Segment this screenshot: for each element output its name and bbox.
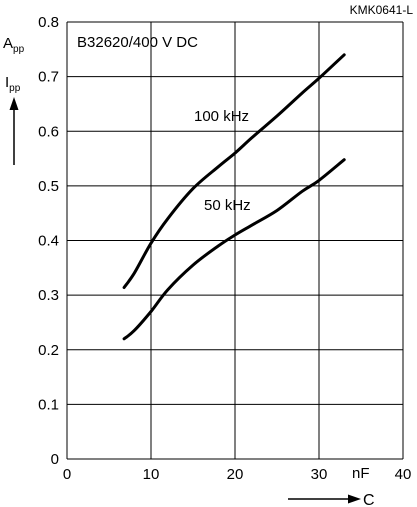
series-line [122,53,346,289]
series-label: 100 kHz [194,108,249,125]
y-tick-label: 0.4 [38,233,59,250]
grid [66,21,404,460]
x-tick-label: 10 [143,466,160,483]
x-axis-arrow-icon [288,494,361,504]
y-axis-arrow-icon [9,97,19,165]
doc-code: KMK0641-L [350,3,414,17]
y-tick-label: 0.8 [38,14,59,31]
series-layer: 100 kHz 50 kHz [122,53,346,341]
x-tick-label: 0 [63,466,71,483]
y-tick-label: 0.2 [38,342,59,359]
y-tick-label: 0.3 [38,287,59,304]
y-axis-label: Ipp [5,74,21,94]
x-unit-label: nF [352,465,370,482]
y-tick-label: 0.1 [38,396,59,413]
x-tick-label: 40 [395,466,412,483]
y-tick-label: 0 [51,451,59,468]
series-line [122,158,346,341]
series-label: 50 kHz [204,197,251,214]
y-unit-label: App [3,35,25,55]
y-tick-label: 0.7 [38,69,59,86]
y-tick-label: 0.6 [38,123,59,140]
x-tick-label: 20 [227,466,244,483]
plot-title: B32620/400 V DC [77,34,198,51]
x-tick-label: 30 [311,466,328,483]
tick-labels: 0 10 20 30 40 0 0.1 0.2 0.3 0.4 0.5 0.6 0.7 0.8 [38,14,411,483]
x-axis-label: C [363,492,375,507]
y-tick-label: 0.5 [38,178,59,195]
